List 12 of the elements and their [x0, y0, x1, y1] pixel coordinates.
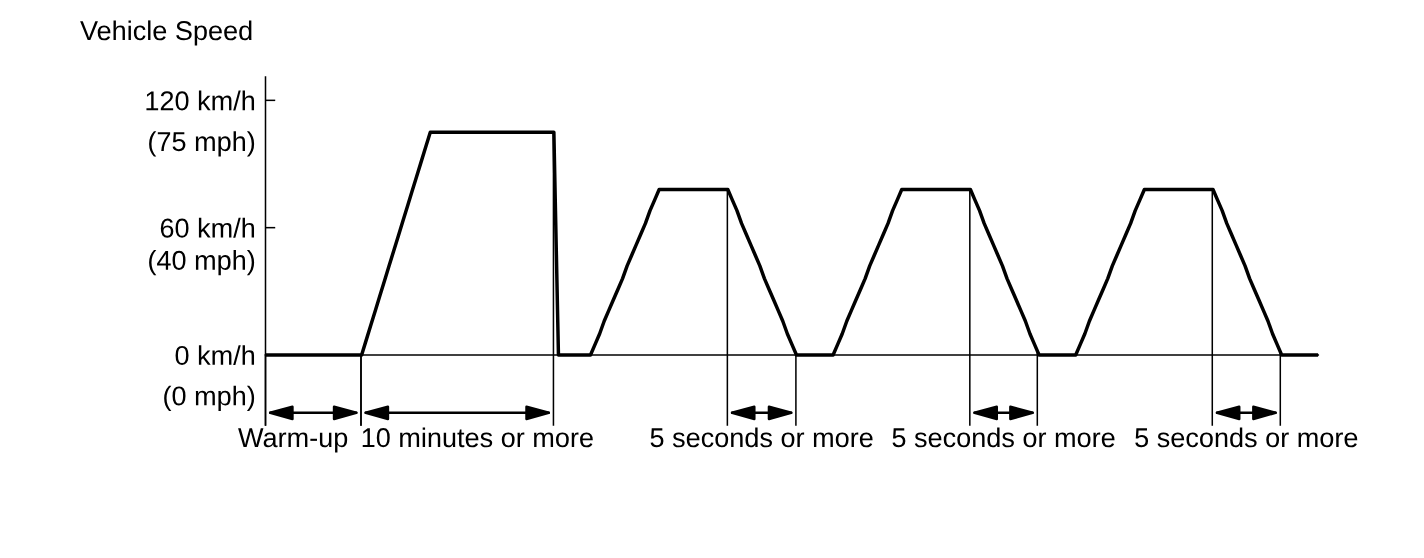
y2-tick-label: (0 mph)	[164, 385, 255, 411]
text: Warm-up	[238, 428, 348, 453]
y2-tick-label: (75 mph)	[149, 131, 255, 157]
y-axis-title: Vehicle Speed	[80, 20, 252, 46]
y2-tick-label: (40 mph)	[149, 250, 255, 276]
y-tick-label: 0 km/h	[175, 345, 255, 366]
text: 5 seconds or more	[1135, 427, 1358, 448]
y-tick-label: 120 km/h	[146, 90, 255, 111]
text: 5 seconds or more	[892, 427, 1115, 448]
text: 5 seconds or more	[650, 427, 873, 448]
y-tick-label: 60 km/h	[160, 217, 255, 238]
text: 10 minutes or more	[362, 427, 593, 448]
